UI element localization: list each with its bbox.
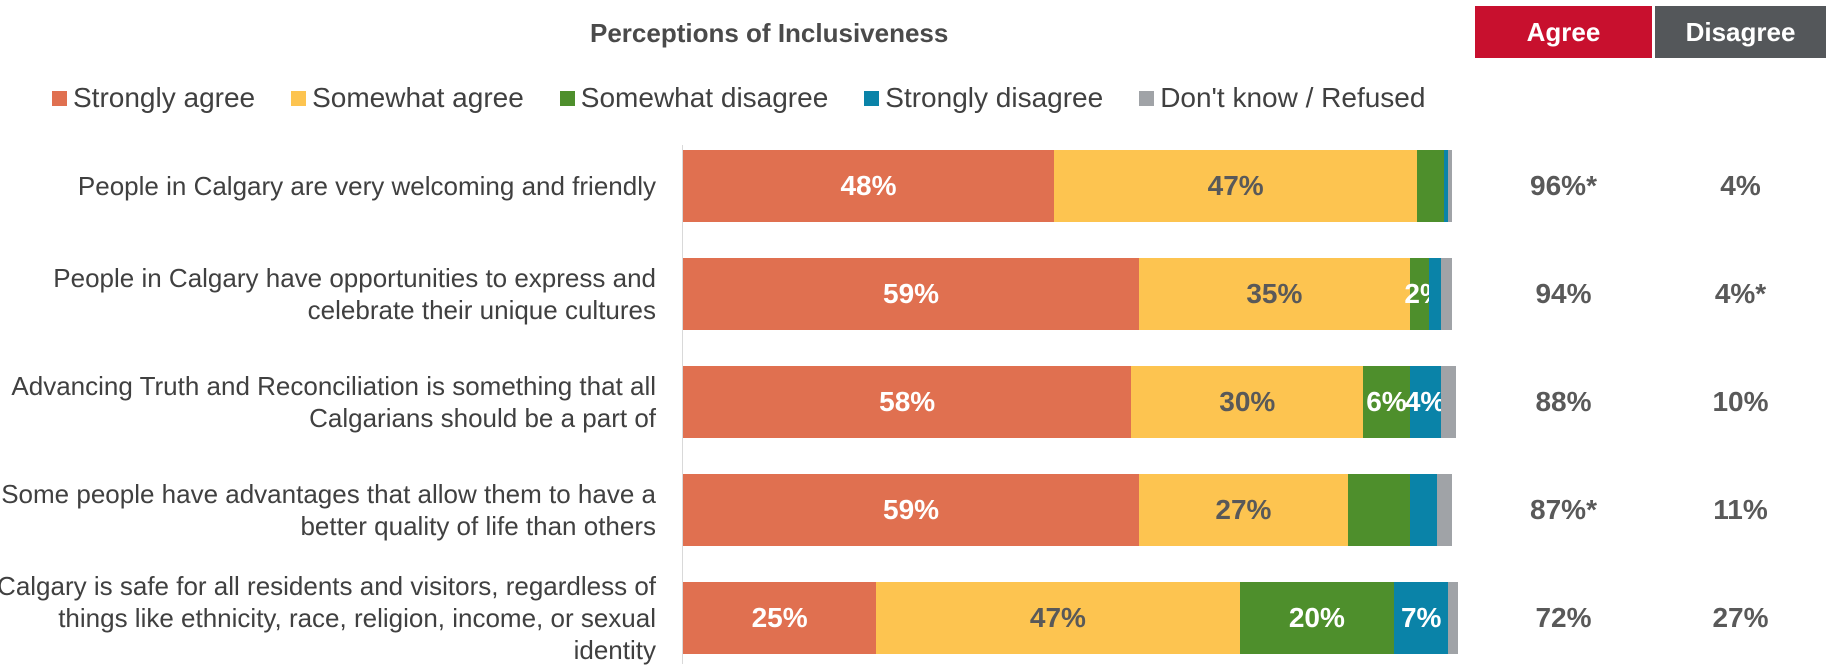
data-label: 7% bbox=[1400, 602, 1442, 633]
bar-segment-strongly_agree bbox=[683, 474, 1140, 546]
data-label: 59% bbox=[883, 278, 940, 309]
agree-header: Agree bbox=[1475, 6, 1652, 58]
legend-label: Somewhat agree bbox=[312, 82, 524, 113]
bar-segment-strongly_agree bbox=[683, 150, 1055, 222]
data-label: 47% bbox=[1207, 170, 1264, 201]
axis-line bbox=[682, 145, 683, 664]
bar-segment-strongly_agree bbox=[683, 258, 1140, 330]
data-label: 47% bbox=[1029, 602, 1086, 633]
legend-label: Strongly disagree bbox=[885, 82, 1104, 113]
category-label: Calgary is safe for all residents and vi… bbox=[0, 571, 656, 665]
bar-segment-dont_know bbox=[1436, 474, 1453, 546]
bar-row: 59% 35% 2% bbox=[683, 258, 1456, 330]
legend-item-strongly_agree: Strongly agree bbox=[52, 82, 255, 114]
legend-item-somewhat_disagree: Somewhat disagree bbox=[559, 82, 829, 114]
data-label: 35% bbox=[1246, 278, 1303, 309]
data-label: 6% bbox=[1366, 386, 1407, 417]
data-label: 4% bbox=[1404, 386, 1446, 417]
bar-segment-somewhat_disagree bbox=[1417, 150, 1445, 222]
agree-total: 94% bbox=[1535, 278, 1592, 309]
bar-segment-dont_know bbox=[1440, 366, 1456, 438]
legend-swatch bbox=[52, 90, 67, 106]
legend-label: Don't know / Refused bbox=[1160, 82, 1426, 113]
data-label: 48% bbox=[840, 170, 897, 201]
bar-segment-dont_know bbox=[1448, 582, 1459, 654]
category-label: Some people have advantages that allow t… bbox=[1, 479, 656, 541]
chart-title: Perceptions of Inclusiveness bbox=[590, 18, 949, 48]
legend-swatch bbox=[1139, 90, 1155, 106]
bar-segment-somewhat_agree bbox=[876, 582, 1240, 654]
legend-item-somewhat_agree: Somewhat agree bbox=[291, 82, 524, 114]
bar-segment-dont_know bbox=[1440, 258, 1453, 330]
bar-row: 58% 30% 6% 4% bbox=[683, 366, 1456, 438]
legend-swatch bbox=[559, 90, 575, 106]
bar-segment-strongly_disagree bbox=[1394, 582, 1449, 654]
bar-segment-somewhat_disagree bbox=[1409, 258, 1429, 330]
bar-segment-strongly_disagree bbox=[1409, 366, 1441, 438]
data-label: 25% bbox=[751, 602, 808, 633]
agree-total: 72% bbox=[1535, 602, 1592, 633]
bar-segment-strongly_disagree bbox=[1444, 150, 1449, 222]
legend-swatch bbox=[291, 90, 307, 106]
bar-segment-somewhat_agree bbox=[1139, 258, 1410, 330]
disagree-header: Disagree bbox=[1655, 6, 1826, 58]
bar-segment-somewhat_disagree bbox=[1363, 366, 1410, 438]
bar-segment-strongly_disagree bbox=[1428, 258, 1441, 330]
bar-segment-somewhat_agree bbox=[1054, 150, 1418, 222]
bar-row: 25% 47% 20% 7% bbox=[683, 582, 1459, 654]
agree-total: 88% bbox=[1535, 386, 1592, 417]
disagree-total: 27% bbox=[1712, 602, 1769, 633]
category-label: People in Calgary have opportunities to … bbox=[53, 263, 656, 325]
data-label: 30% bbox=[1219, 386, 1276, 417]
bar-segment-strongly_disagree bbox=[1409, 474, 1437, 546]
bar-segment-strongly_agree bbox=[683, 582, 877, 654]
legend-label: Somewhat disagree bbox=[580, 82, 829, 113]
data-label: 58% bbox=[879, 386, 936, 417]
disagree-total: 4%* bbox=[1714, 278, 1767, 309]
disagree-total: 10% bbox=[1712, 386, 1769, 417]
category-label: Advancing Truth and Reconciliation is so… bbox=[11, 371, 656, 433]
bar-segment-somewhat_disagree bbox=[1347, 474, 1410, 546]
agree-total: 87%* bbox=[1530, 494, 1597, 525]
data-label: 20% bbox=[1288, 602, 1345, 633]
agree-total: 96%* bbox=[1530, 170, 1597, 201]
bar-segment-somewhat_disagree bbox=[1239, 582, 1395, 654]
data-label: 27% bbox=[1215, 494, 1272, 525]
legend-item-strongly_disagree: Strongly disagree bbox=[864, 82, 1103, 114]
bar-row: 48% 47% bbox=[683, 150, 1456, 222]
bar-segment-dont_know bbox=[1448, 150, 1453, 222]
bar-segment-somewhat_agree bbox=[1131, 366, 1364, 438]
disagree-total: 4% bbox=[1720, 170, 1761, 201]
legend-item-dont_know: Don't know / Refused bbox=[1139, 82, 1425, 114]
category-label: People in Calgary are very welcoming and… bbox=[77, 171, 656, 201]
bar-segment-somewhat_agree bbox=[1139, 474, 1348, 546]
bar-segment-strongly_agree bbox=[683, 366, 1132, 438]
data-label: 59% bbox=[883, 494, 940, 525]
legend: Strongly agree Somewhat agree Somewhat dis… bbox=[52, 82, 1461, 114]
legend-label: Strongly agree bbox=[73, 82, 256, 113]
bar-row: 59% 27% bbox=[683, 474, 1456, 546]
disagree-total: 11% bbox=[1713, 494, 1768, 525]
legend-swatch bbox=[864, 90, 880, 106]
